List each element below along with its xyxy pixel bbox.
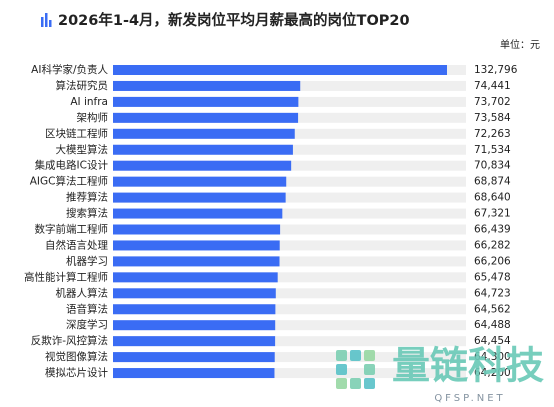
value-label: 64,454 (474, 335, 511, 347)
bar (113, 368, 275, 379)
value-label: 64,723 (474, 287, 511, 299)
value-label: 66,439 (474, 224, 511, 236)
value-label: 72,263 (474, 128, 511, 140)
category-label: 机器学习 (66, 254, 108, 267)
value-label: 64,488 (474, 319, 511, 331)
value-label: 71,534 (474, 144, 511, 156)
chart-title: 2026年1-4月，新发岗位平均月薪最高的岗位TOP20 (58, 11, 410, 29)
title-icon (41, 13, 52, 27)
value-label: 66,282 (474, 239, 511, 251)
category-label: 推荐算法 (66, 191, 108, 204)
category-label: 自然语言处理 (45, 238, 108, 251)
watermark-site: QFSP.NET (434, 393, 505, 404)
logo-cell (364, 350, 375, 361)
category-label: 搜索算法 (66, 207, 108, 220)
category-label: 大模型算法 (56, 143, 109, 156)
value-label: 65,478 (474, 271, 511, 283)
bar-track (113, 240, 466, 251)
bar (113, 128, 295, 139)
bar-track (113, 224, 466, 235)
unit-label: 单位：元 (500, 38, 540, 51)
bar (113, 80, 301, 91)
logo-cell (336, 350, 347, 361)
value-label: 66,206 (474, 255, 511, 267)
bar (113, 320, 276, 331)
value-label: 132,796 (474, 64, 518, 76)
category-label: 区块链工程师 (45, 127, 108, 140)
logo-cell (350, 378, 361, 389)
bar-track (113, 320, 466, 331)
value-label: 73,702 (474, 96, 511, 108)
bar (113, 352, 275, 363)
bar (113, 96, 299, 107)
bar-track (113, 272, 466, 283)
category-label: 视觉图像算法 (45, 350, 108, 363)
bar (113, 160, 292, 171)
logo-cell (350, 350, 361, 361)
bar-track (113, 352, 466, 363)
value-label: 67,321 (474, 208, 511, 220)
category-label: AI infra (70, 96, 108, 108)
category-label: 算法研究员 (56, 79, 109, 92)
logo-cell (364, 378, 375, 389)
category-label: 机器人算法 (56, 286, 109, 299)
bar (113, 224, 281, 235)
bar (113, 176, 287, 187)
category-label: 语音算法 (66, 302, 108, 315)
bar (113, 288, 276, 299)
category-label: AIGC算法工程师 (30, 175, 108, 188)
bar-track (113, 288, 466, 299)
category-label: 数字前端工程师 (35, 223, 109, 236)
bar-track (113, 208, 466, 219)
bar-track (113, 368, 466, 379)
bar (113, 112, 299, 123)
bar (113, 208, 283, 219)
bar (113, 144, 293, 155)
bar (113, 336, 276, 347)
category-label: 深度学习 (66, 318, 108, 331)
value-label: 68,874 (474, 176, 511, 188)
logo-cell (336, 378, 347, 389)
value-label: 64,200 (474, 367, 511, 379)
bar-track (113, 336, 466, 347)
bar (113, 192, 286, 203)
value-label: 64,562 (474, 303, 511, 315)
category-label: AI科学家/负责人 (31, 63, 108, 76)
bar-track (113, 256, 466, 267)
bar-track (113, 176, 466, 187)
value-label: 74,441 (474, 80, 511, 92)
category-label: 架构师 (77, 111, 109, 124)
value-label: 73,584 (474, 112, 511, 124)
logo-cell (336, 364, 347, 375)
bar (113, 304, 276, 315)
watermark: 量链科技 QFSP.NET (336, 344, 544, 404)
value-label: 70,834 (474, 160, 511, 172)
bar-track (113, 192, 466, 203)
value-label: 68,640 (474, 192, 511, 204)
bar (113, 65, 447, 75)
bar (113, 240, 280, 251)
watermark-name: 量链科技 (392, 344, 544, 388)
category-label: 集成电路IC设计 (35, 159, 109, 172)
category-label: 高性能计算工程师 (24, 270, 108, 283)
category-label: 反欺诈-风控算法 (31, 334, 108, 347)
bar-track (113, 304, 466, 315)
category-label: 模拟芯片设计 (45, 366, 108, 379)
value-label: 64,300 (474, 351, 511, 363)
bar (113, 256, 280, 267)
bar (113, 272, 278, 283)
logo-cell (364, 364, 375, 375)
